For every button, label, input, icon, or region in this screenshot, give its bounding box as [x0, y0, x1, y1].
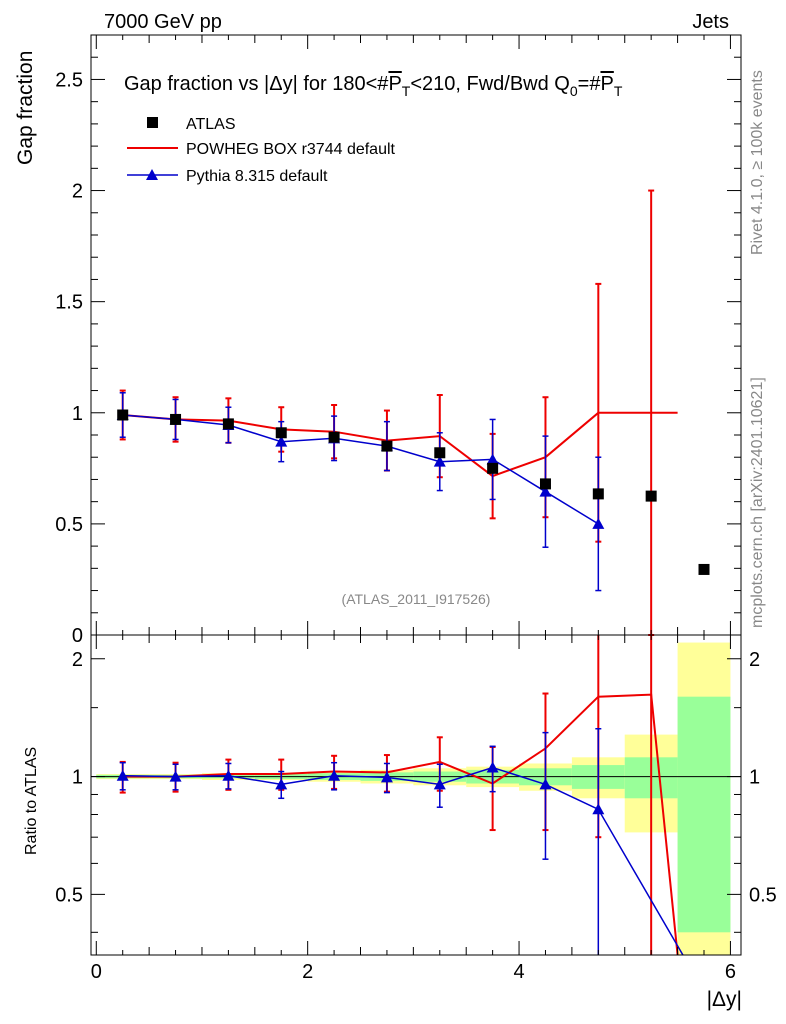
title-p: P: [388, 73, 401, 95]
title-t2: T: [614, 83, 623, 99]
pythia-point-top: [433, 455, 446, 467]
bottom-frame: [90, 634, 742, 956]
side-mcplots: mcplots.cern.ch [arXiv:2401.10621]: [749, 377, 766, 628]
atlas-point-top: [222, 418, 234, 430]
pythia-point-ratio: [328, 769, 341, 781]
pythia-point-ratio: [486, 761, 499, 773]
band-inner: [677, 696, 731, 933]
top-title: Gap fraction vs |Δy| for 180<#PT<210, Fw…: [124, 73, 623, 99]
bot-ytick-label-right: 0.5: [749, 884, 777, 906]
pythia-line-top: [122, 414, 599, 525]
header-left: 7000 GeV pp: [104, 11, 222, 33]
bot-ytick-label-right: 1: [749, 767, 760, 789]
atlas-point-top: [698, 563, 710, 575]
pythia-point-ratio: [539, 778, 552, 790]
powheg-line-ratio: [122, 693, 679, 956]
pythia-point-top: [592, 517, 605, 529]
pythia-point-ratio: [116, 769, 129, 781]
side-rivet: Rivet 4.1.0, ≥ 100k events: [749, 70, 766, 255]
top-panel: 0 0.5 1 1.5 2 2.5 Gap fraction (ATLAS_2011_I9…: [14, 34, 742, 647]
legend-pythia-marker: [146, 169, 158, 180]
atlas-point-top: [645, 490, 657, 502]
top-ylabel: Gap fraction: [14, 51, 37, 165]
bot-ytick-label: 0.5: [55, 884, 83, 906]
atlas-point-top: [434, 447, 446, 459]
atlas-point-top: [487, 462, 499, 474]
atlas-point-top: [117, 409, 129, 421]
pythia-point-ratio: [169, 770, 182, 782]
atlas-point-top: [170, 413, 182, 425]
legend-powheg-label: POWHEG BOX r3744 default: [186, 141, 396, 158]
top-ytick-label: 2.5: [55, 69, 83, 91]
bot-xtick-label: 4: [513, 961, 524, 983]
header-right: Jets: [692, 11, 729, 33]
top-ytick-label: 2: [72, 181, 83, 203]
legend-data-marker: [147, 117, 158, 128]
top-watermark: (ATLAS_2011_I917526): [342, 591, 491, 607]
bottom-ylabel: Ratio to ATLAS: [23, 747, 40, 855]
bot-xtick-label: 2: [302, 961, 313, 983]
atlas-point-top: [592, 488, 604, 500]
bot-ytick-label: 2: [72, 649, 83, 671]
title-eq: =#: [578, 73, 602, 95]
title-t: T: [402, 83, 411, 99]
atlas-point-top: [539, 478, 551, 490]
bot-xtick-label: 6: [725, 961, 736, 983]
top-ytick-label: 0: [72, 625, 83, 647]
pythia-point-ratio: [380, 771, 393, 783]
title-main: Gap fraction vs |Δy| for 180<#: [124, 73, 389, 95]
powheg-line-top: [122, 411, 678, 478]
bot-ytick-label-right: 2: [749, 649, 760, 671]
pythia-point-top: [275, 435, 288, 447]
title-zero: 0: [570, 83, 578, 99]
top-ytick-label: 1.5: [55, 292, 83, 314]
pythia-point-top: [539, 485, 552, 497]
atlas-point-top: [381, 440, 393, 452]
legend-data-label: ATLAS: [186, 116, 236, 133]
legend-pythia-label: Pythia 8.315 default: [186, 168, 328, 185]
pythia-point-ratio: [592, 803, 605, 815]
atlas-point-top: [275, 427, 287, 439]
bot-ytick-label: 1: [72, 767, 83, 789]
bot-xtick-label: 0: [91, 961, 102, 983]
pythia-point-ratio: [433, 778, 446, 790]
title-mid: <210, Fwd/Bwd Q: [410, 73, 570, 95]
top-ytick-label: 0.5: [55, 514, 83, 536]
title-p2: P: [600, 73, 613, 95]
atlas-point-top: [328, 431, 340, 443]
legend: ATLAS POWHEG BOX r3744 default Pythia 8.…: [127, 116, 396, 185]
pythia-point-top: [486, 453, 499, 465]
bottom-panel: 0.5 0.5 1 1 2 2 0 2 4 6 Ratio to ATLAS |Δy|: [23, 634, 777, 1011]
top-ytick-label: 1: [72, 403, 83, 425]
pythia-point-ratio: [222, 769, 235, 781]
bottom-xlabel: |Δy|: [707, 988, 742, 1011]
pythia-point-ratio: [275, 778, 288, 790]
